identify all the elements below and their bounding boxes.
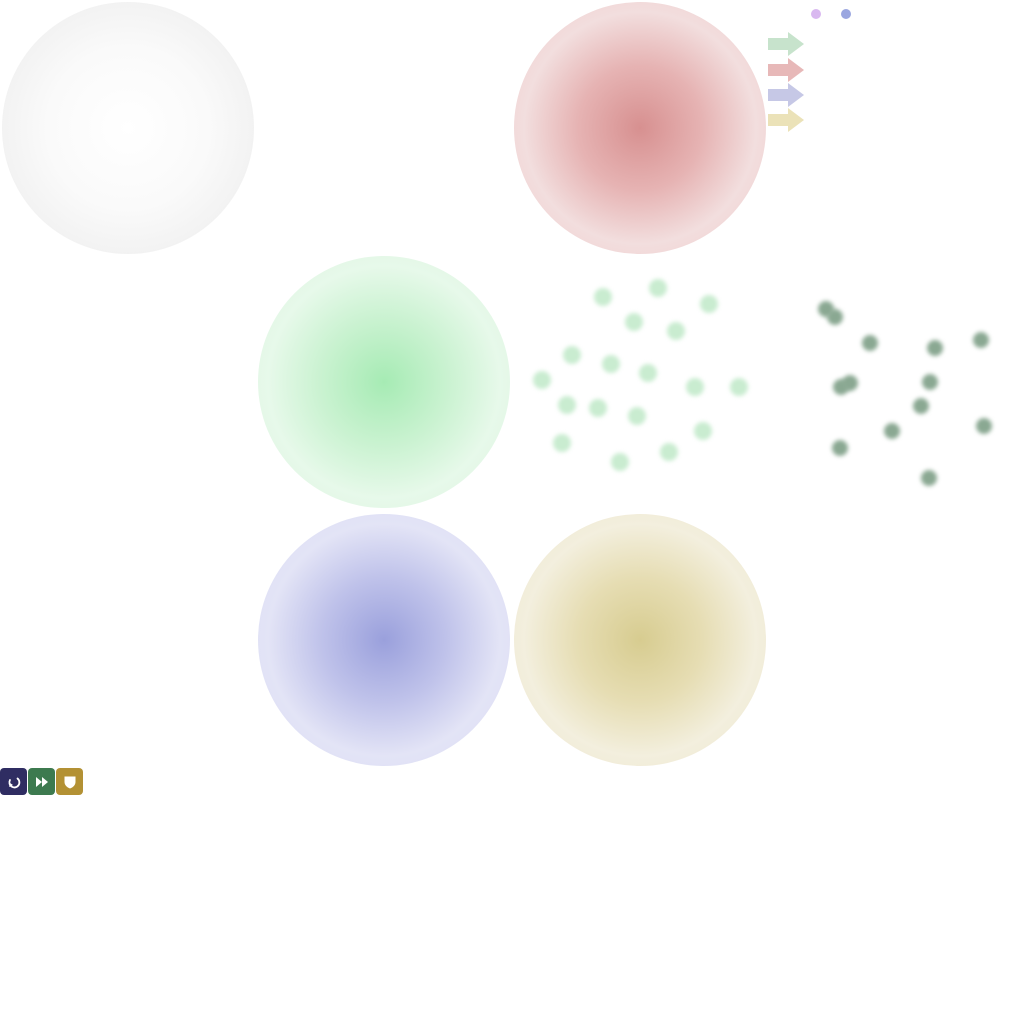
undo-button[interactable]: [0, 768, 27, 795]
green-orb[interactable]: [258, 256, 510, 508]
dark-particle: [827, 309, 843, 325]
blue-indicator: [841, 9, 851, 19]
fast-forward-button[interactable]: [28, 768, 55, 795]
light-particle: [694, 422, 712, 440]
purple-indicator: [811, 9, 821, 19]
light-particle: [660, 443, 678, 461]
dark-particle: [973, 332, 989, 348]
yellow-arrow-icon: [768, 108, 804, 132]
light-particle: [639, 364, 657, 382]
light-particle: [553, 434, 571, 452]
light-particle: [594, 288, 612, 306]
dark-particle: [976, 418, 992, 434]
dark-particle: [832, 440, 848, 456]
dark-particle: [922, 374, 938, 390]
red-orb[interactable]: [514, 2, 766, 254]
dark-particle: [913, 398, 929, 414]
light-particle: [700, 295, 718, 313]
light-particle: [667, 322, 685, 340]
dark-particle: [884, 423, 900, 439]
light-particle: [730, 378, 748, 396]
undo-icon: [8, 777, 20, 788]
green-arrow-icon: [768, 32, 804, 56]
blue-arrow-icon: [768, 83, 804, 107]
dark-particle: [921, 470, 937, 486]
white-orb[interactable]: [2, 2, 254, 254]
light-particle: [649, 279, 667, 297]
dark-particle: [862, 335, 878, 351]
shield-icon: [64, 776, 75, 788]
light-particle: [602, 355, 620, 373]
blue-orb[interactable]: [258, 514, 510, 766]
dark-particle: [833, 379, 849, 395]
light-particle: [589, 399, 607, 417]
light-particle: [625, 313, 643, 331]
dark-particle: [927, 340, 943, 356]
light-particle: [628, 407, 646, 425]
light-particle: [533, 371, 551, 389]
light-particle: [611, 453, 629, 471]
light-particle: [563, 346, 581, 364]
shield-button[interactable]: [56, 768, 83, 795]
fast-forward-icon: [35, 776, 48, 787]
red-arrow-icon: [768, 58, 804, 82]
yellow-orb[interactable]: [514, 514, 766, 766]
light-particle: [686, 378, 704, 396]
light-particle: [558, 396, 576, 414]
toolbar: [0, 768, 83, 795]
